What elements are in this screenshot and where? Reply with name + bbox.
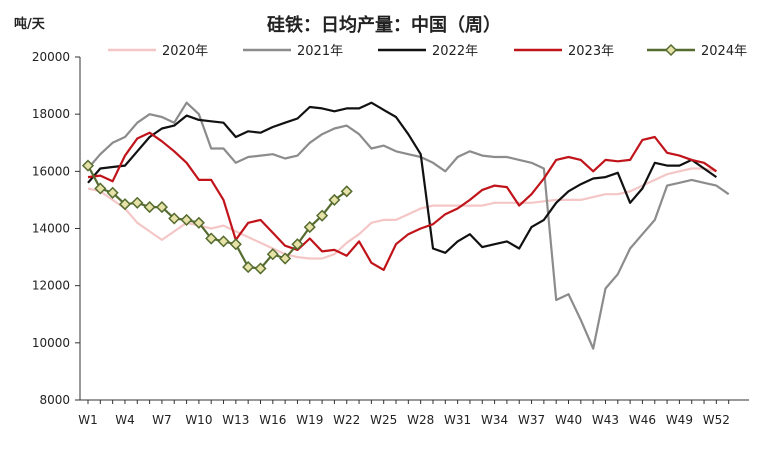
y-tick-label: 16000 (32, 164, 70, 178)
x-tick-label: W31 (444, 413, 471, 427)
data-point-marker (303, 221, 316, 234)
x-tick-label: W49 (666, 413, 693, 427)
legend: 2020年 2021年 2022年 2023年 2024年 (108, 43, 747, 59)
plot-area (81, 101, 730, 350)
x-tick-label: W28 (407, 413, 434, 427)
legend-item: 2021年 (243, 44, 343, 59)
legend-item: 2023年 (514, 44, 614, 59)
legend-item: 2020年 (108, 44, 208, 59)
series-3 (87, 131, 718, 271)
y-axis-unit-label: 吨/天 (14, 16, 46, 32)
x-tick-label: W37 (518, 413, 545, 427)
series-line (87, 101, 718, 254)
data-point-marker (168, 212, 181, 225)
data-point-marker (316, 209, 329, 222)
x-tick-label: W40 (555, 413, 582, 427)
y-tick-label: 8000 (39, 393, 70, 407)
y-tick-label: 14000 (32, 222, 70, 236)
data-point-marker (81, 159, 95, 172)
y-tick-label: 12000 (32, 279, 70, 293)
data-point-marker (143, 201, 156, 214)
series-line (87, 101, 730, 350)
data-point-marker (131, 196, 144, 209)
x-tick-label: W7 (152, 413, 172, 427)
data-point-marker (106, 186, 119, 199)
data-point-marker (340, 185, 353, 198)
x-tick-label: W1 (78, 413, 98, 427)
data-point-marker (118, 198, 132, 211)
legend-label: 2023年 (568, 44, 614, 59)
y-tick-label: 20000 (32, 50, 70, 64)
x-tick-label: W13 (222, 413, 249, 427)
legend-item: 2022年 (378, 44, 478, 59)
series-line (87, 165, 348, 270)
data-point-marker (180, 213, 193, 226)
series-0 (87, 167, 717, 260)
series-line (87, 131, 718, 271)
series-4 (81, 159, 353, 275)
x-tick-label: W46 (629, 413, 656, 427)
data-point-marker (205, 232, 218, 245)
y-tick-label: 10000 (32, 336, 70, 350)
x-tick-label: W34 (481, 413, 508, 427)
legend-label: 2022年 (432, 44, 478, 59)
x-tick-label: W22 (333, 413, 360, 427)
series-line (87, 167, 717, 260)
legend-label: 2024年 (701, 44, 747, 59)
data-point-marker (155, 201, 168, 214)
data-point-marker (279, 252, 292, 265)
data-point-marker (266, 248, 279, 261)
x-tick-label: W19 (296, 413, 323, 427)
series-2 (87, 101, 718, 254)
chart-title: 硅铁：日均产量：中国（周） (267, 14, 501, 36)
legend-label: 2021年 (297, 44, 343, 59)
series-1 (87, 101, 730, 350)
data-point-marker (291, 238, 304, 251)
data-point-marker (242, 261, 255, 274)
data-point-marker (254, 262, 267, 275)
x-tick-label: W43 (592, 413, 619, 427)
data-point-marker (217, 235, 230, 248)
data-point-marker (94, 182, 107, 195)
x-tick-label: W4 (115, 413, 135, 427)
y-tick-label: 18000 (32, 107, 70, 121)
legend-item: 2024年 (647, 43, 747, 59)
x-tick-label: W52 (703, 413, 730, 427)
data-point-marker (328, 193, 341, 206)
data-point-marker (192, 216, 205, 229)
x-tick-label: W25 (370, 413, 397, 427)
legend-marker (664, 43, 678, 57)
data-point-marker (229, 238, 242, 251)
x-tick-label: W16 (259, 413, 286, 427)
axes: 8000 10000 12000 14000 16000 18000 20000 W1 W4 W7… (32, 50, 749, 427)
x-tick-label: W10 (185, 413, 212, 427)
legend-label: 2020年 (162, 44, 208, 59)
